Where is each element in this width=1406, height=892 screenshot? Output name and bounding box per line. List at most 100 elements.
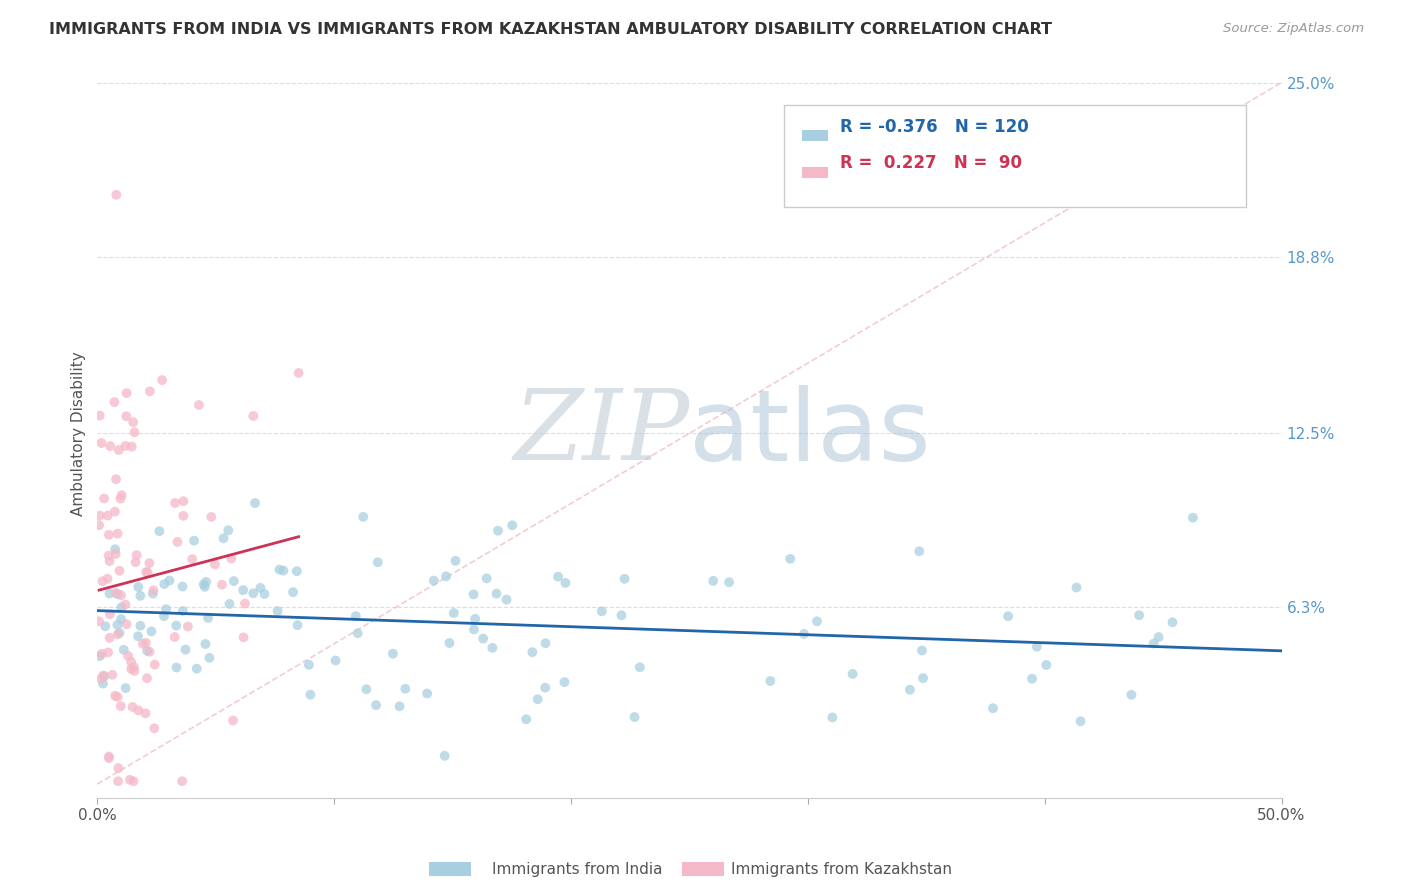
Point — [1121, 688, 1143, 702]
Point — [166, 535, 188, 549]
Point — [806, 615, 828, 629]
Point — [287, 366, 309, 380]
Point — [553, 675, 575, 690]
Point — [122, 660, 145, 674]
Point — [759, 673, 782, 688]
Point — [281, 585, 304, 599]
Point — [90, 436, 112, 450]
Point — [547, 569, 569, 583]
Point — [115, 617, 138, 632]
Point — [143, 657, 166, 672]
Point — [127, 703, 149, 717]
Point — [1066, 581, 1088, 595]
Point — [98, 439, 121, 453]
Point — [299, 688, 322, 702]
Point — [1070, 714, 1092, 729]
Point — [522, 645, 544, 659]
Point — [159, 574, 181, 588]
Point — [232, 583, 254, 598]
Point — [253, 587, 276, 601]
Point — [112, 642, 135, 657]
Text: R =  0.227   N =  90: R = 0.227 N = 90 — [839, 154, 1022, 172]
Point — [118, 772, 141, 787]
Point — [165, 618, 187, 632]
Point — [1181, 510, 1204, 524]
Point — [197, 611, 219, 625]
Text: Source: ZipAtlas.com: Source: ZipAtlas.com — [1223, 22, 1364, 36]
Point — [364, 698, 387, 713]
Point — [243, 496, 266, 510]
Point — [443, 606, 465, 620]
Text: ZIP: ZIP — [513, 385, 689, 481]
Point — [1147, 630, 1170, 644]
Point — [136, 671, 159, 685]
Point — [127, 580, 149, 594]
Text: R = -0.376   N = 120: R = -0.376 N = 120 — [839, 118, 1029, 136]
Point — [143, 722, 166, 736]
Point — [242, 586, 264, 600]
Point — [114, 598, 136, 612]
Point — [104, 542, 127, 557]
Point — [114, 439, 136, 453]
Point — [91, 668, 114, 682]
Point — [346, 626, 368, 640]
Point — [98, 554, 121, 568]
Point — [124, 664, 146, 678]
Point — [124, 555, 146, 569]
Point — [981, 701, 1004, 715]
Point — [217, 524, 239, 538]
Point — [97, 549, 120, 563]
Point — [481, 640, 503, 655]
Point — [97, 749, 120, 764]
Point — [628, 660, 651, 674]
Point — [90, 647, 112, 661]
Point — [97, 645, 120, 659]
Point — [501, 518, 523, 533]
Point — [1128, 608, 1150, 623]
Point — [486, 524, 509, 538]
Point — [200, 510, 222, 524]
Point — [526, 692, 548, 706]
Point — [779, 552, 801, 566]
Point — [285, 564, 308, 578]
Point — [221, 551, 243, 566]
Point — [105, 472, 128, 486]
Point — [114, 681, 136, 695]
Point — [534, 681, 557, 695]
Point — [104, 547, 127, 561]
Point — [534, 636, 557, 650]
Point — [93, 491, 115, 506]
Point — [87, 518, 110, 533]
Point — [111, 488, 134, 502]
Point — [107, 618, 129, 632]
Point — [475, 571, 498, 585]
Point — [138, 556, 160, 570]
Point — [186, 662, 208, 676]
Point — [129, 589, 152, 603]
Text: Immigrants from Kazakhstan: Immigrants from Kazakhstan — [731, 863, 952, 877]
Point — [148, 524, 170, 539]
Point — [107, 627, 129, 641]
Point — [107, 761, 129, 775]
Point — [135, 636, 157, 650]
Point — [610, 608, 633, 623]
Point — [515, 712, 537, 726]
Point — [554, 576, 576, 591]
Point — [194, 580, 217, 594]
Point — [1025, 640, 1047, 654]
Point — [124, 425, 146, 440]
Point — [591, 604, 613, 618]
Point — [394, 681, 416, 696]
Point — [908, 544, 931, 558]
Point — [997, 609, 1019, 624]
Point — [174, 642, 197, 657]
Point — [463, 623, 485, 637]
Point — [172, 604, 194, 618]
Point — [388, 699, 411, 714]
Point — [98, 631, 121, 645]
FancyBboxPatch shape — [785, 105, 1246, 207]
Point — [91, 676, 114, 690]
Point — [120, 662, 142, 676]
Point — [793, 627, 815, 641]
Point — [232, 631, 254, 645]
